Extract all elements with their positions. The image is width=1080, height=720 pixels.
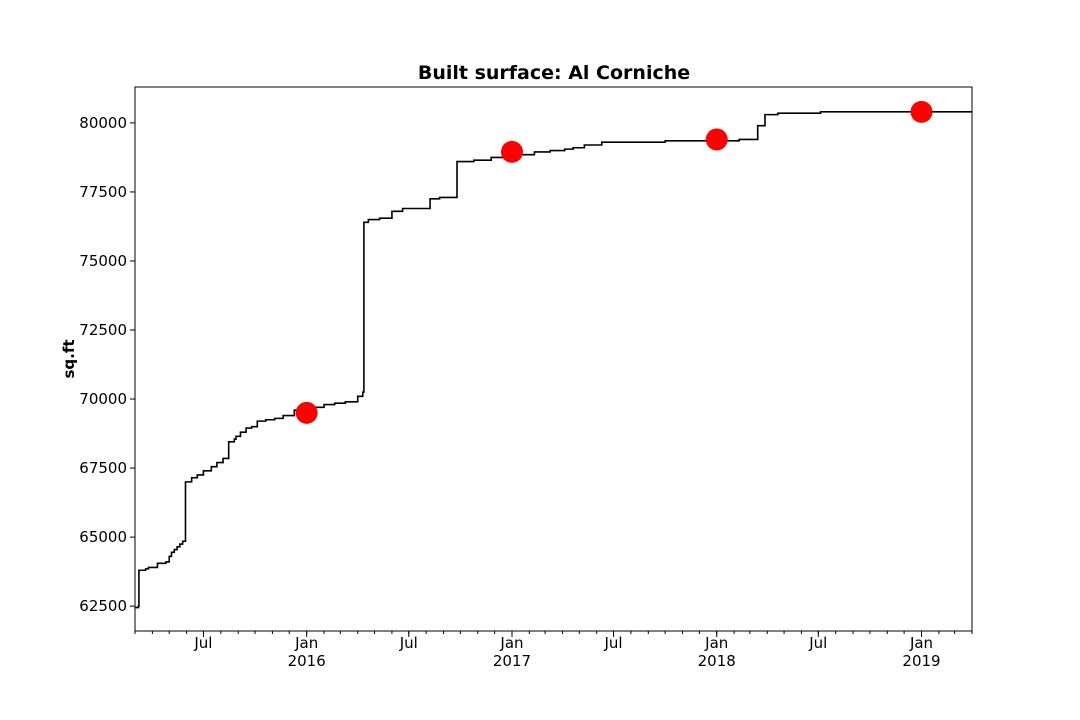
x-tick-label: Jan — [909, 634, 933, 652]
x-tick-label: Jan — [294, 634, 318, 652]
x-tick-year-label: 2016 — [288, 652, 326, 670]
x-tick-label: Jul — [603, 634, 622, 652]
marker-point — [705, 128, 728, 151]
y-tick-label: 65000 — [79, 528, 127, 546]
series-line — [135, 111, 972, 609]
x-tick-label: Jul — [399, 634, 418, 652]
y-tick-label: 75000 — [79, 252, 127, 270]
x-tick-label: Jul — [808, 634, 827, 652]
marker-point — [910, 100, 933, 123]
x-tick-year-label: 2019 — [902, 652, 940, 670]
y-tick-label: 67500 — [79, 459, 127, 477]
y-tick-label: 72500 — [79, 321, 127, 339]
y-tick-label: 62500 — [79, 597, 127, 615]
x-tick-year-label: 2018 — [698, 652, 736, 670]
x-tick-label: Jan — [499, 634, 523, 652]
y-axis: 62500 65000 67500 70000 72500 75000 77500 80000 — [79, 114, 135, 615]
y-axis-label: sq.ft — [60, 339, 78, 378]
marker-point — [295, 401, 318, 424]
y-tick-label: 77500 — [79, 183, 127, 201]
chart-title: Built surface: Al Corniche — [418, 62, 690, 84]
x-tick-year-label: 2017 — [493, 652, 531, 670]
x-tick-label: Jan — [704, 634, 728, 652]
y-tick-label: 70000 — [79, 390, 127, 408]
marker-point — [500, 140, 523, 163]
plot-area — [135, 100, 972, 609]
x-tick-label: Jul — [193, 634, 212, 652]
plot-frame — [134, 86, 973, 632]
y-tick-label: 80000 — [79, 114, 127, 132]
